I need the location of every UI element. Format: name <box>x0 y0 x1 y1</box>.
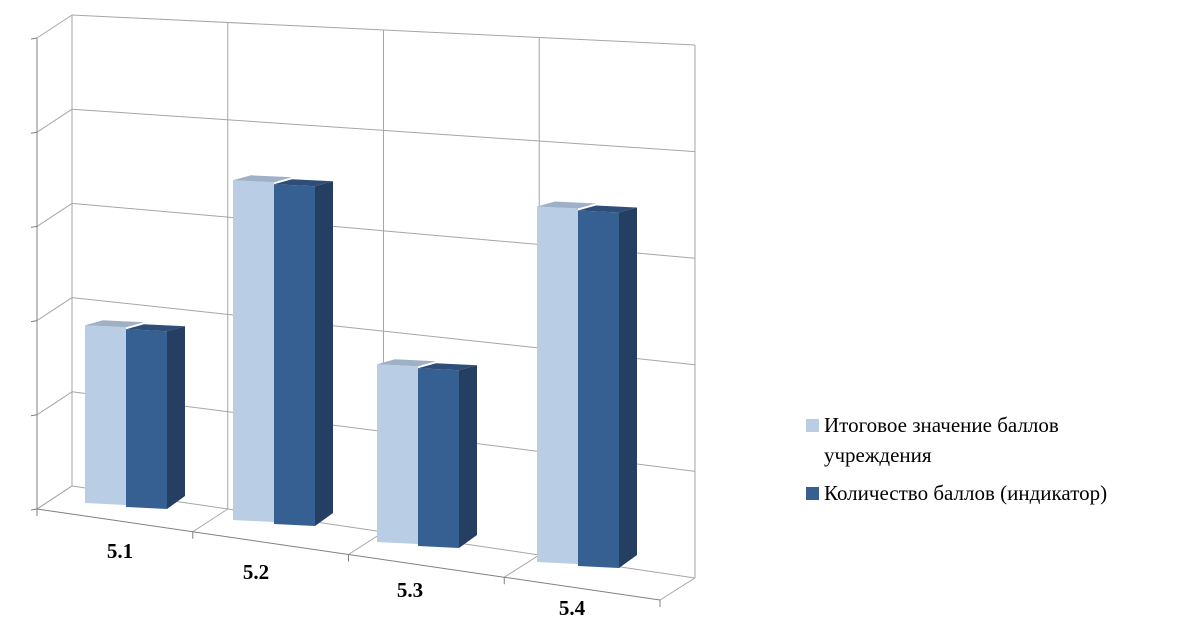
floor-divider <box>503 554 540 578</box>
legend-label-series-1: Итоговое значение баллов учреждения <box>824 413 1059 467</box>
x-tick-label: 5.4 <box>559 596 586 620</box>
y-axis-tick <box>30 414 38 417</box>
bars <box>85 175 637 568</box>
y-axis-tick <box>30 37 38 40</box>
gridline-side <box>36 108 73 133</box>
bar-top <box>274 179 333 187</box>
gridline-side <box>36 202 73 227</box>
gridline-side <box>36 14 73 39</box>
bar-top <box>537 201 596 209</box>
axes <box>30 37 661 607</box>
bar-top <box>578 205 637 213</box>
legend-item-series-2: Количество баллов (индикатор) <box>806 478 1176 508</box>
legend-label-series-2: Количество баллов (индикатор) <box>824 481 1108 505</box>
y-axis-tick <box>30 131 38 134</box>
bar <box>418 368 459 548</box>
y-axis-tick <box>30 225 38 228</box>
legend-item-series-1: Итоговое значение баллов учреждения <box>806 410 1176 470</box>
bar-side <box>315 181 333 527</box>
bar-side <box>459 365 477 548</box>
legend: Итоговое значение баллов учреждения Коли… <box>806 410 1176 508</box>
bar <box>377 364 418 544</box>
bar-top <box>233 175 292 183</box>
bar-top <box>377 359 436 367</box>
bar <box>537 206 578 564</box>
bar <box>126 329 167 509</box>
floor-divider <box>659 577 696 601</box>
x-tick-label: 5.2 <box>243 560 269 584</box>
legend-swatch-series-2 <box>806 487 819 500</box>
gridline-side <box>36 297 73 322</box>
legend-swatch-series-1 <box>806 419 819 432</box>
floor-divider <box>36 485 73 510</box>
bar-side <box>619 207 637 568</box>
y-axis-tick <box>30 320 38 323</box>
bar-side <box>167 326 185 509</box>
bar-top <box>126 324 185 332</box>
y-axis-tick <box>30 508 38 511</box>
bar <box>578 210 619 568</box>
bar <box>274 184 315 527</box>
bar-top <box>85 320 144 328</box>
floor-divider <box>192 508 229 533</box>
bar-top <box>418 363 477 371</box>
x-tick-label: 5.3 <box>397 578 423 602</box>
bar <box>85 325 126 505</box>
category-labels: 5.1 5.2 5.3 5.4 <box>107 539 586 620</box>
gridline-side <box>36 391 73 416</box>
bar <box>233 180 274 523</box>
x-tick-label: 5.1 <box>107 539 133 563</box>
